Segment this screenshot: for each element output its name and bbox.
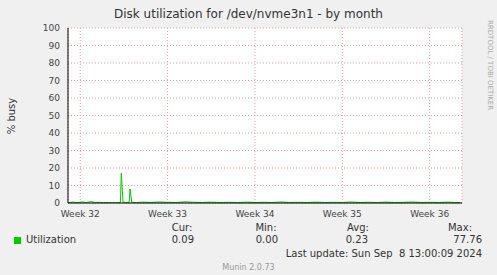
html-text:% busy: % busy xyxy=(6,97,17,135)
svg-text:30: 30 xyxy=(49,146,61,156)
svg-text:40: 40 xyxy=(49,128,61,138)
svg-text:90: 90 xyxy=(49,41,61,51)
html-text:RRDTOOL / TOBI OETIKER: RRDTOOL / TOBI OETIKER xyxy=(486,20,494,111)
svg-text:80: 80 xyxy=(49,58,61,68)
html-text:Max:: Max: xyxy=(448,222,472,233)
svg-text:Week 35: Week 35 xyxy=(323,209,362,219)
html-text:0.23: 0.23 xyxy=(345,234,368,245)
html-text:Utilization: Utilization xyxy=(26,234,77,245)
html-text:Cur:: Cur: xyxy=(171,222,193,233)
html-text:Avg:: Avg: xyxy=(347,222,369,233)
svg-text:Week 33: Week 33 xyxy=(148,209,187,219)
svg-text:20: 20 xyxy=(49,163,61,173)
svg-text:60: 60 xyxy=(49,93,61,103)
html-text:0.00: 0.00 xyxy=(255,234,278,245)
html-text:Disk utilization for /dev/nvme: Disk utilization for /dev/nvme3n1 - by m… xyxy=(114,7,383,21)
svg-text:Week 32: Week 32 xyxy=(61,209,100,219)
svg-text:0: 0 xyxy=(54,198,60,208)
svg-text:Week 36: Week 36 xyxy=(410,209,449,219)
html-text:77.76: 77.76 xyxy=(453,234,482,245)
html-text:Min:: Min: xyxy=(255,222,277,233)
html-text:Munin 2.0.73: Munin 2.0.73 xyxy=(222,263,275,272)
html-text:Last update: Sun Sep 8 13:00:0: Last update: Sun Sep 8 13:00:09 2024 xyxy=(285,248,482,259)
svg-text:100: 100 xyxy=(43,23,60,33)
svg-text:50: 50 xyxy=(49,111,61,121)
svg-text:10: 10 xyxy=(49,181,61,191)
svg-text:Week 34: Week 34 xyxy=(235,209,274,219)
svg-text:70: 70 xyxy=(49,76,61,86)
html-text:0.09: 0.09 xyxy=(171,234,194,245)
